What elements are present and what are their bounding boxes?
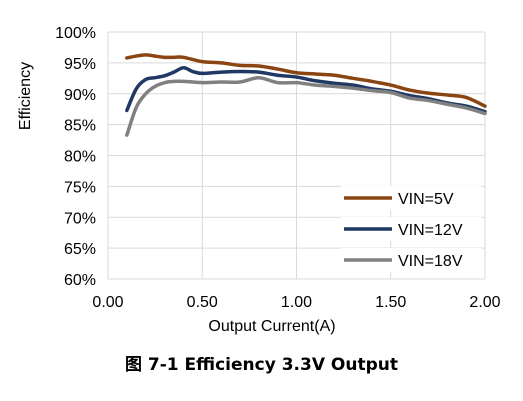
series-line xyxy=(125,75,487,137)
y-tick-label: 85% xyxy=(64,118,96,135)
y-tick-label: 60% xyxy=(64,272,96,289)
x-tick-labels: 0.00 0.50 1.00 1.50 2.00 xyxy=(92,294,500,311)
x-tick-label: 1.00 xyxy=(281,294,312,311)
y-tick-label: 90% xyxy=(64,87,96,104)
y-tick-label: 95% xyxy=(64,56,96,73)
series-line xyxy=(125,66,487,114)
gridlines xyxy=(107,31,486,280)
y-tick-labels: 60% 65% 70% 75% 80% 85% 90% 95% 100% xyxy=(55,25,96,289)
x-axis-title: Output Current(A) xyxy=(208,318,335,335)
y-tick-label: 65% xyxy=(64,241,96,258)
y-tick-label: 70% xyxy=(64,210,96,227)
x-tick-label: 2.00 xyxy=(469,294,500,311)
figure-caption: 图 7-1 Efficiency 3.3V Output xyxy=(124,355,398,375)
x-tick-label: 0.50 xyxy=(187,294,218,311)
efficiency-chart: 60% 65% 70% 75% 80% 85% 90% 95% 100% 0.00 0.50 1.0… xyxy=(17,25,501,335)
legend-entry: VIN=12V xyxy=(398,222,463,239)
y-tick-label: 80% xyxy=(64,149,96,166)
y-axis-title: Efficiency xyxy=(17,62,34,130)
series-lines xyxy=(125,53,487,137)
x-tick-label: 0.00 xyxy=(92,294,123,311)
series-line xyxy=(125,53,487,108)
legend-entry: VIN=5V xyxy=(398,191,454,208)
legend-entry: VIN=18V xyxy=(398,253,463,270)
y-tick-label: 100% xyxy=(55,25,96,42)
legend: VIN=5V VIN=12V VIN=18V xyxy=(341,186,481,272)
x-tick-label: 1.50 xyxy=(375,294,406,311)
y-tick-label: 75% xyxy=(64,179,96,196)
